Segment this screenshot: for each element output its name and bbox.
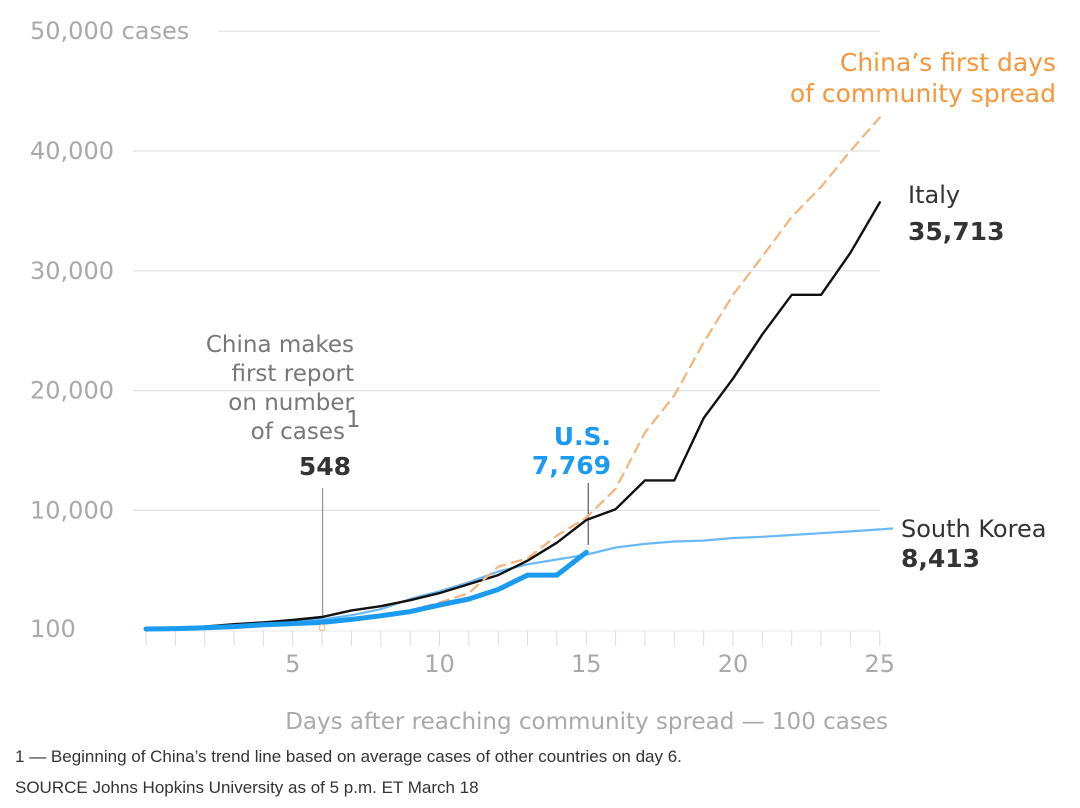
us-value: 7,769	[532, 451, 611, 480]
china-label-line-2: of community spread	[790, 79, 1056, 108]
italy-value: 35,713	[908, 217, 1004, 246]
x-axis-label: Days after reaching community spread — 1…	[285, 709, 888, 735]
y-tick-label: 10,000	[30, 496, 114, 524]
y-tick-label: 40,000	[30, 137, 114, 165]
us-name: U.S.	[554, 422, 611, 451]
italy-name: Italy	[908, 181, 960, 209]
series-line-u-s	[143, 549, 589, 632]
south-korea-label: South Korea 8,413	[901, 515, 1046, 573]
x-axis: 5 10 15 20 25	[145, 630, 895, 678]
y-tick-label: 20,000	[30, 377, 114, 405]
china-first-report-annotation: China makes first report on number of ca…	[206, 332, 361, 481]
annotation-leaders	[321, 483, 589, 625]
gridlines	[133, 30, 880, 511]
x-tick-label: 20	[718, 650, 749, 678]
south-korea-name: South Korea	[901, 515, 1046, 543]
china-report-line-3: on number	[228, 390, 354, 416]
series-lines	[143, 116, 894, 632]
series-line-china-s-first-days-of-community-spread	[321, 116, 881, 625]
x-tick-label: 10	[424, 650, 455, 678]
series-line-italy	[144, 201, 881, 631]
x-tick-label: 15	[571, 650, 602, 678]
south-korea-label-connector	[879, 527, 894, 531]
china-report-line-4: of cases	[251, 419, 345, 445]
china-label-line-1: China’s first days	[840, 48, 1056, 77]
south-korea-value: 8,413	[901, 544, 980, 573]
y-tick-label: 100	[30, 615, 76, 643]
china-report-line-1: China makes	[206, 332, 354, 358]
y-axis-ticks: 100 10,000 20,000 30,000 40,000 50,000 cases	[30, 17, 189, 643]
footnote-1: 1 — Beginning of China’s trend line base…	[15, 747, 682, 766]
china-report-value: 548	[299, 452, 351, 481]
y-tick-label: 30,000	[30, 257, 114, 285]
china-series-label: China’s first days of community spread	[790, 48, 1056, 108]
footnote-mark: 1	[346, 407, 361, 433]
china-start-marker	[318, 624, 326, 632]
italy-label: Italy 35,713	[908, 181, 1004, 246]
x-tick-label: 5	[285, 650, 300, 678]
source-note: SOURCE Johns Hopkins University as of 5 …	[15, 778, 479, 797]
series-line-south-korea	[144, 528, 881, 631]
china-report-line-2: first report	[231, 361, 354, 387]
y-tick-label: 50,000 cases	[30, 17, 189, 45]
us-label: U.S. 7,769	[532, 422, 611, 480]
x-tick-label: 25	[864, 650, 895, 678]
